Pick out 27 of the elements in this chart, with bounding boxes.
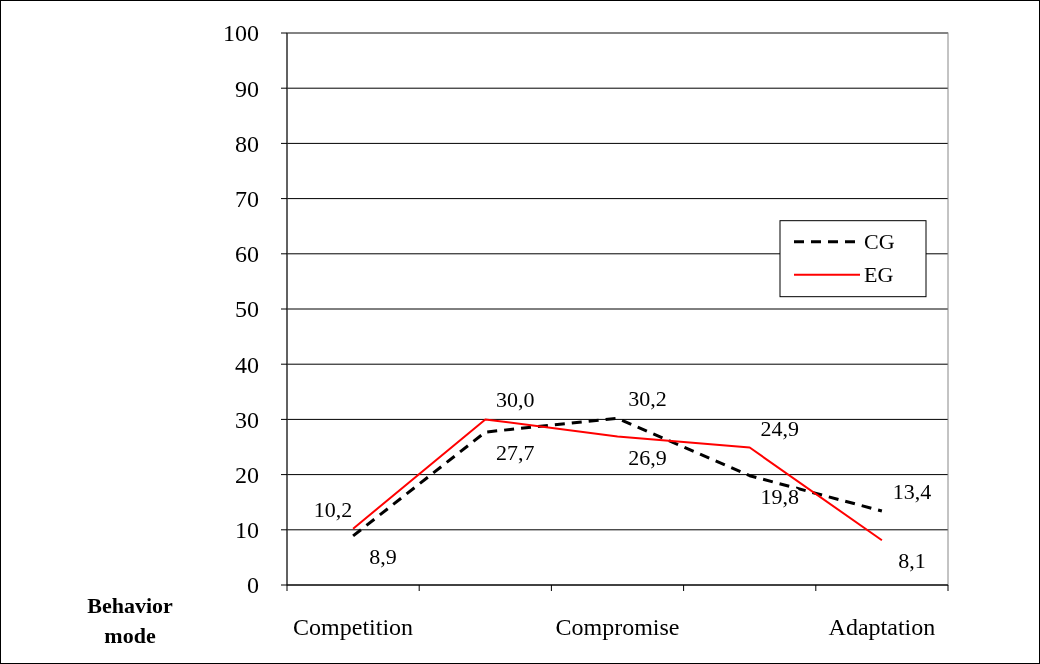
y-tick-label: 10 — [235, 517, 259, 544]
y-tick-label: 20 — [235, 462, 259, 488]
x-axis-title: Behavior mode — [87, 593, 173, 648]
x-tick-label: Adaptation — [828, 614, 936, 640]
x-tick-label: Competition — [293, 614, 414, 640]
y-tick-label: 80 — [235, 130, 259, 157]
data-label: 10,2 — [313, 496, 353, 522]
data-label: 13,4 — [892, 479, 932, 505]
data-label: 8,9 — [369, 543, 397, 569]
data-label: 8,1 — [898, 548, 926, 574]
data-label: 24,9 — [760, 415, 799, 441]
x-tick-label: Compromise — [555, 614, 680, 640]
y-tick-label: 100 — [223, 20, 259, 47]
data-label: 30,0 — [496, 387, 535, 413]
data-label: 26,9 — [628, 444, 667, 470]
y-tick-label: 60 — [235, 241, 259, 268]
y-tick-label: 40 — [235, 351, 259, 378]
legend-label: CG — [864, 229, 895, 255]
legend-label: EG — [864, 262, 894, 288]
data-label: 19,8 — [760, 483, 799, 509]
data-label: 27,7 — [496, 440, 535, 466]
y-tick-label: 50 — [235, 296, 259, 323]
data-label: 30,2 — [628, 386, 667, 412]
y-tick-label: 30 — [235, 406, 259, 433]
y-tick-label: 70 — [235, 186, 259, 212]
y-tick-label: 90 — [235, 75, 259, 102]
y-tick-label: 0 — [247, 572, 259, 599]
